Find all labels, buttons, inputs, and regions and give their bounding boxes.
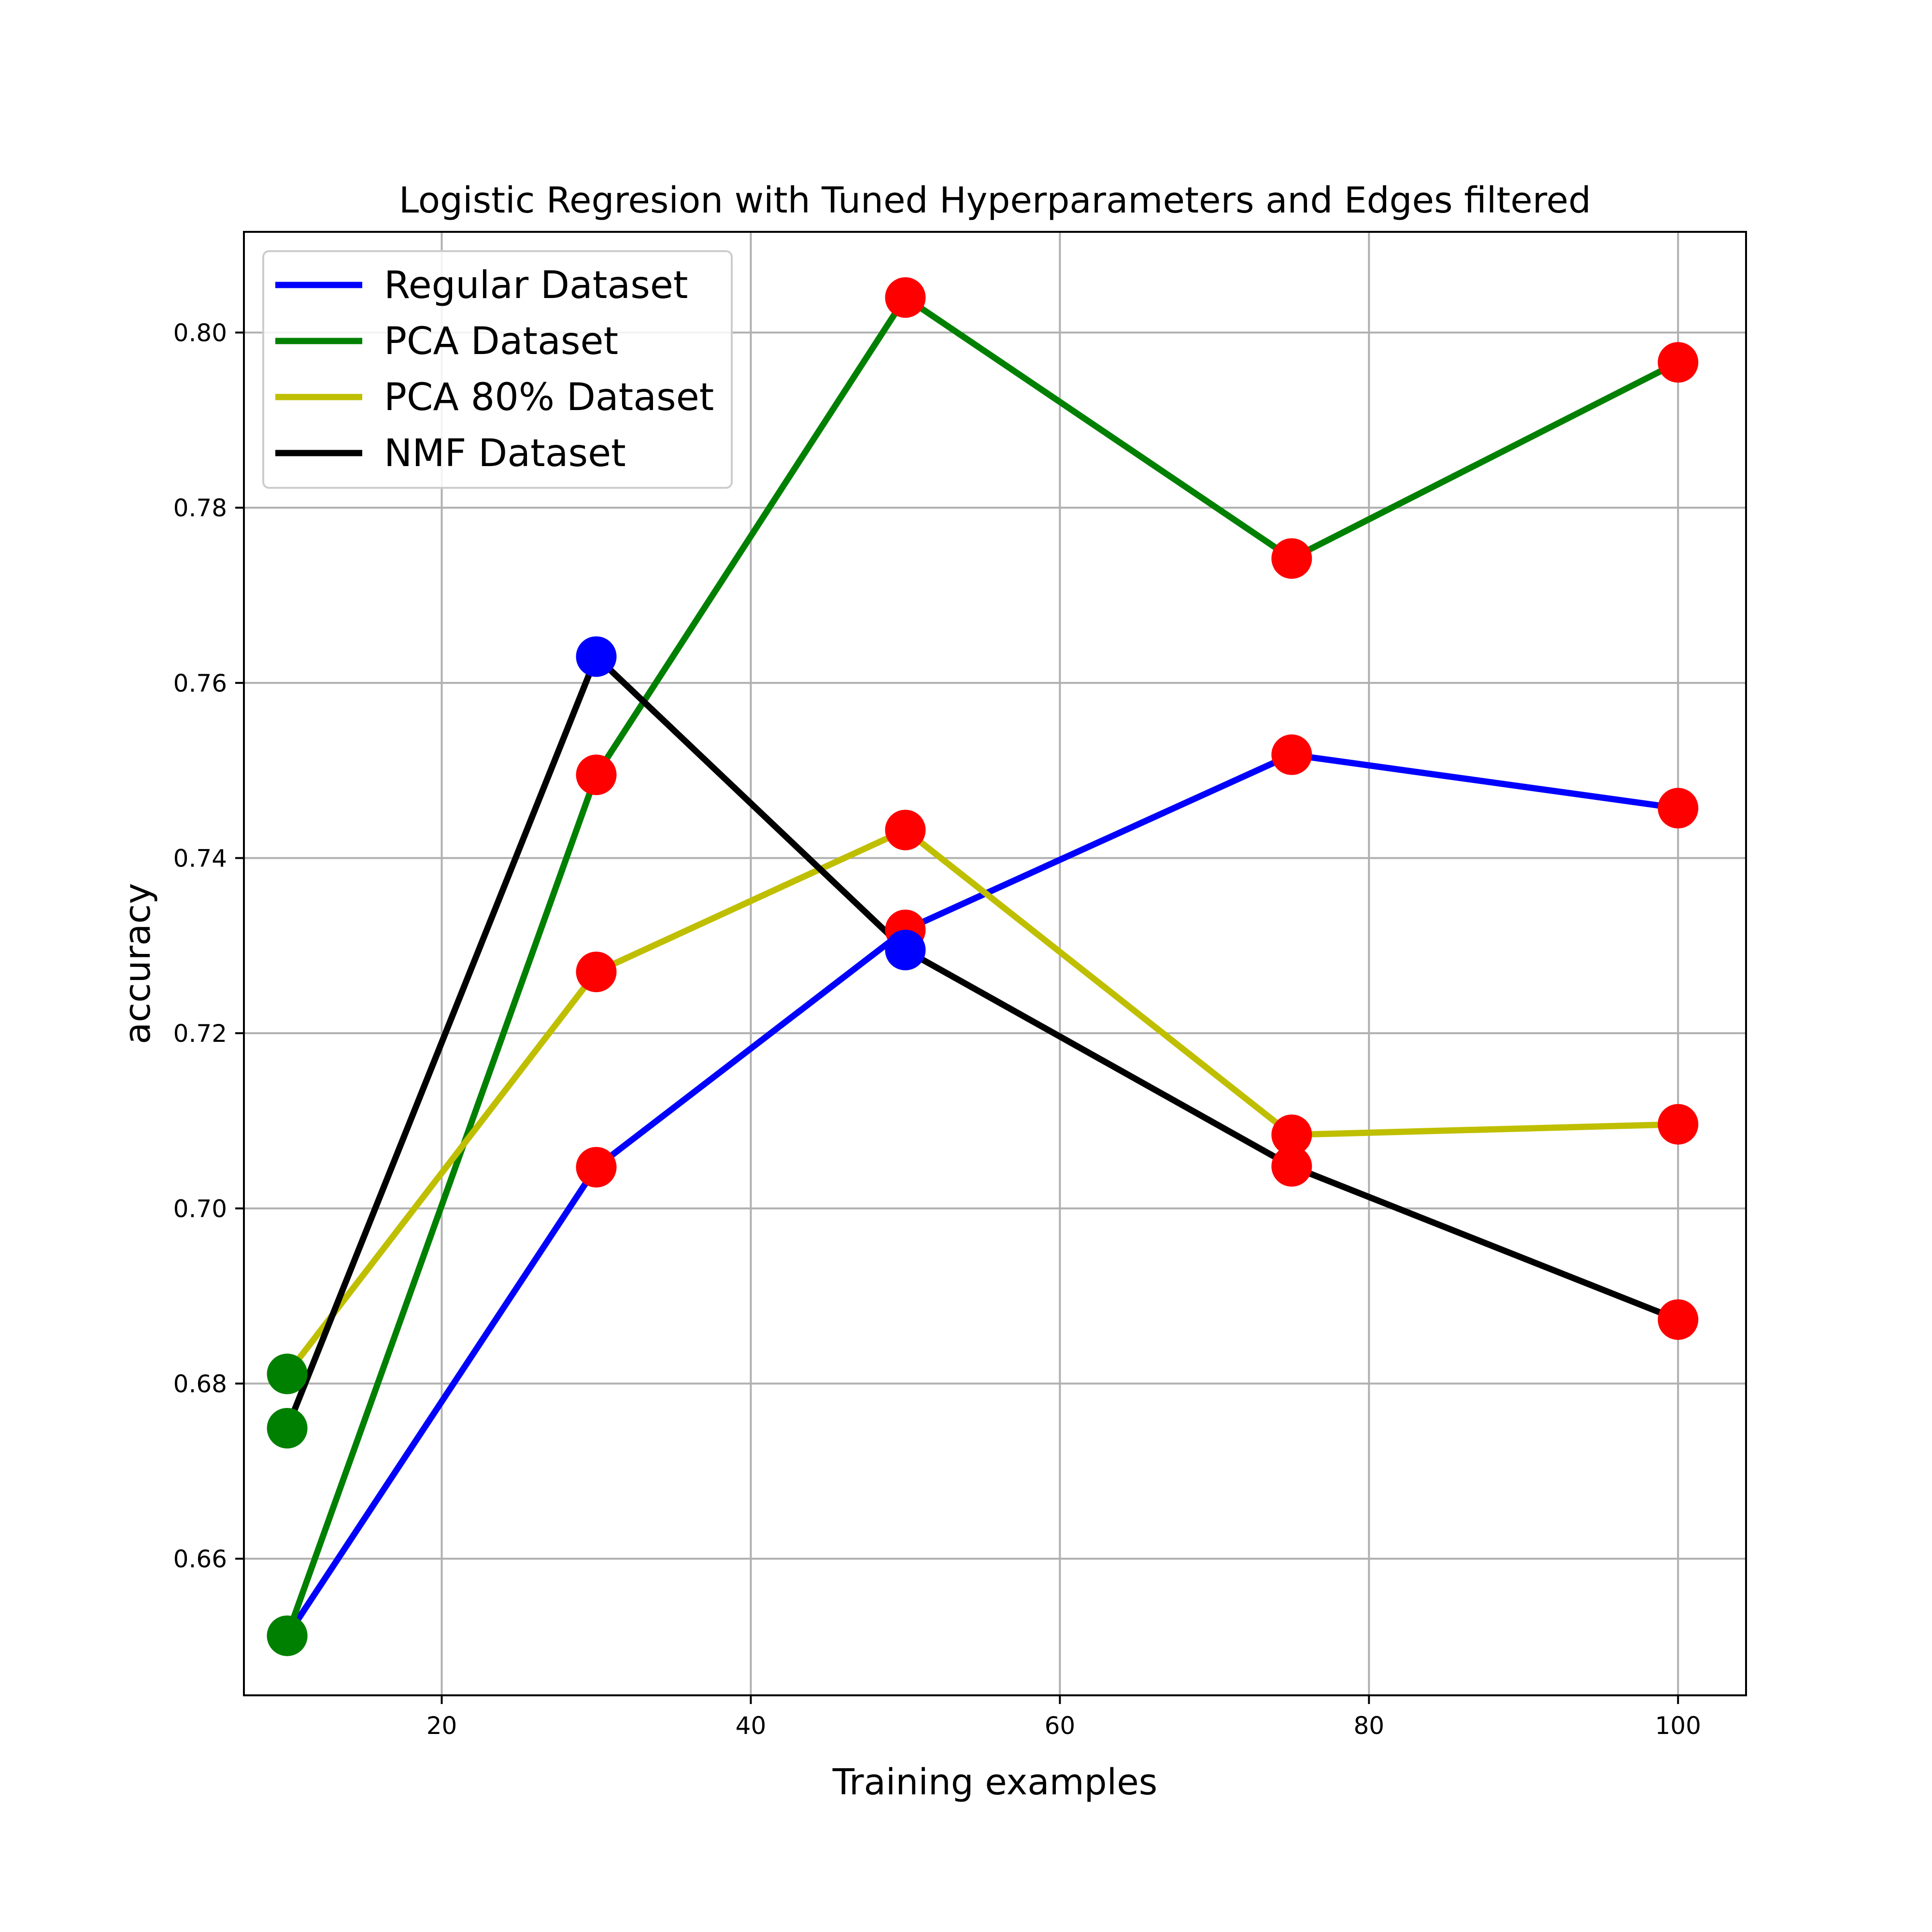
legend-label: Regular Dataset bbox=[384, 264, 688, 307]
data-point bbox=[576, 636, 617, 677]
x-tick-label: 100 bbox=[1655, 1712, 1701, 1740]
y-tick-label: 0.80 bbox=[173, 319, 227, 347]
chart-title: Logistic Regresion with Tuned Hyperparam… bbox=[399, 180, 1591, 221]
data-point bbox=[1658, 1104, 1699, 1145]
legend: Regular Dataset PCA Dataset PCA 80% Datase… bbox=[262, 250, 733, 489]
data-point bbox=[267, 1353, 308, 1394]
data-point bbox=[1271, 538, 1312, 579]
data-point bbox=[576, 754, 617, 796]
y-tick-label: 0.74 bbox=[173, 844, 227, 872]
y-axis-label: accuracy bbox=[117, 883, 158, 1044]
plot-frame bbox=[243, 231, 1747, 1696]
x-tick-label: 60 bbox=[1045, 1712, 1076, 1740]
data-point bbox=[885, 810, 926, 851]
data-point bbox=[1271, 1114, 1312, 1155]
x-tick-label: 40 bbox=[736, 1712, 767, 1740]
data-point bbox=[885, 929, 926, 970]
x-tick-label: 80 bbox=[1353, 1712, 1384, 1740]
legend-box bbox=[262, 250, 733, 489]
data-markers bbox=[267, 277, 1699, 1656]
data-point bbox=[1658, 788, 1699, 829]
y-tick-label: 0.78 bbox=[173, 494, 227, 522]
data-point bbox=[1271, 734, 1312, 775]
x-tick-label: 20 bbox=[426, 1712, 457, 1740]
data-point bbox=[576, 952, 617, 993]
data-point bbox=[267, 1407, 308, 1449]
legend-label: PCA 80% Dataset bbox=[384, 376, 714, 419]
y-tick-label: 0.68 bbox=[173, 1370, 227, 1398]
legend-label: PCA Dataset bbox=[384, 320, 618, 363]
legend-label: NMF Dataset bbox=[384, 432, 626, 475]
data-point bbox=[1658, 342, 1699, 383]
axis-ticks: 20 40 60 80 100 0.66 0.68 0.70 0.72 0.74 0.76 0.78 0… bbox=[173, 319, 1701, 1740]
y-tick-label: 0.70 bbox=[173, 1195, 227, 1223]
y-tick-label: 0.66 bbox=[173, 1545, 227, 1573]
y-tick-label: 0.76 bbox=[173, 669, 227, 697]
x-axis-label: Training examples bbox=[832, 1762, 1158, 1803]
data-point bbox=[576, 1147, 617, 1188]
data-point bbox=[885, 277, 926, 318]
grid bbox=[244, 232, 1746, 1695]
data-point bbox=[1658, 1299, 1699, 1340]
y-tick-label: 0.72 bbox=[173, 1020, 227, 1048]
data-point bbox=[1271, 1146, 1312, 1187]
data-point bbox=[267, 1615, 308, 1656]
